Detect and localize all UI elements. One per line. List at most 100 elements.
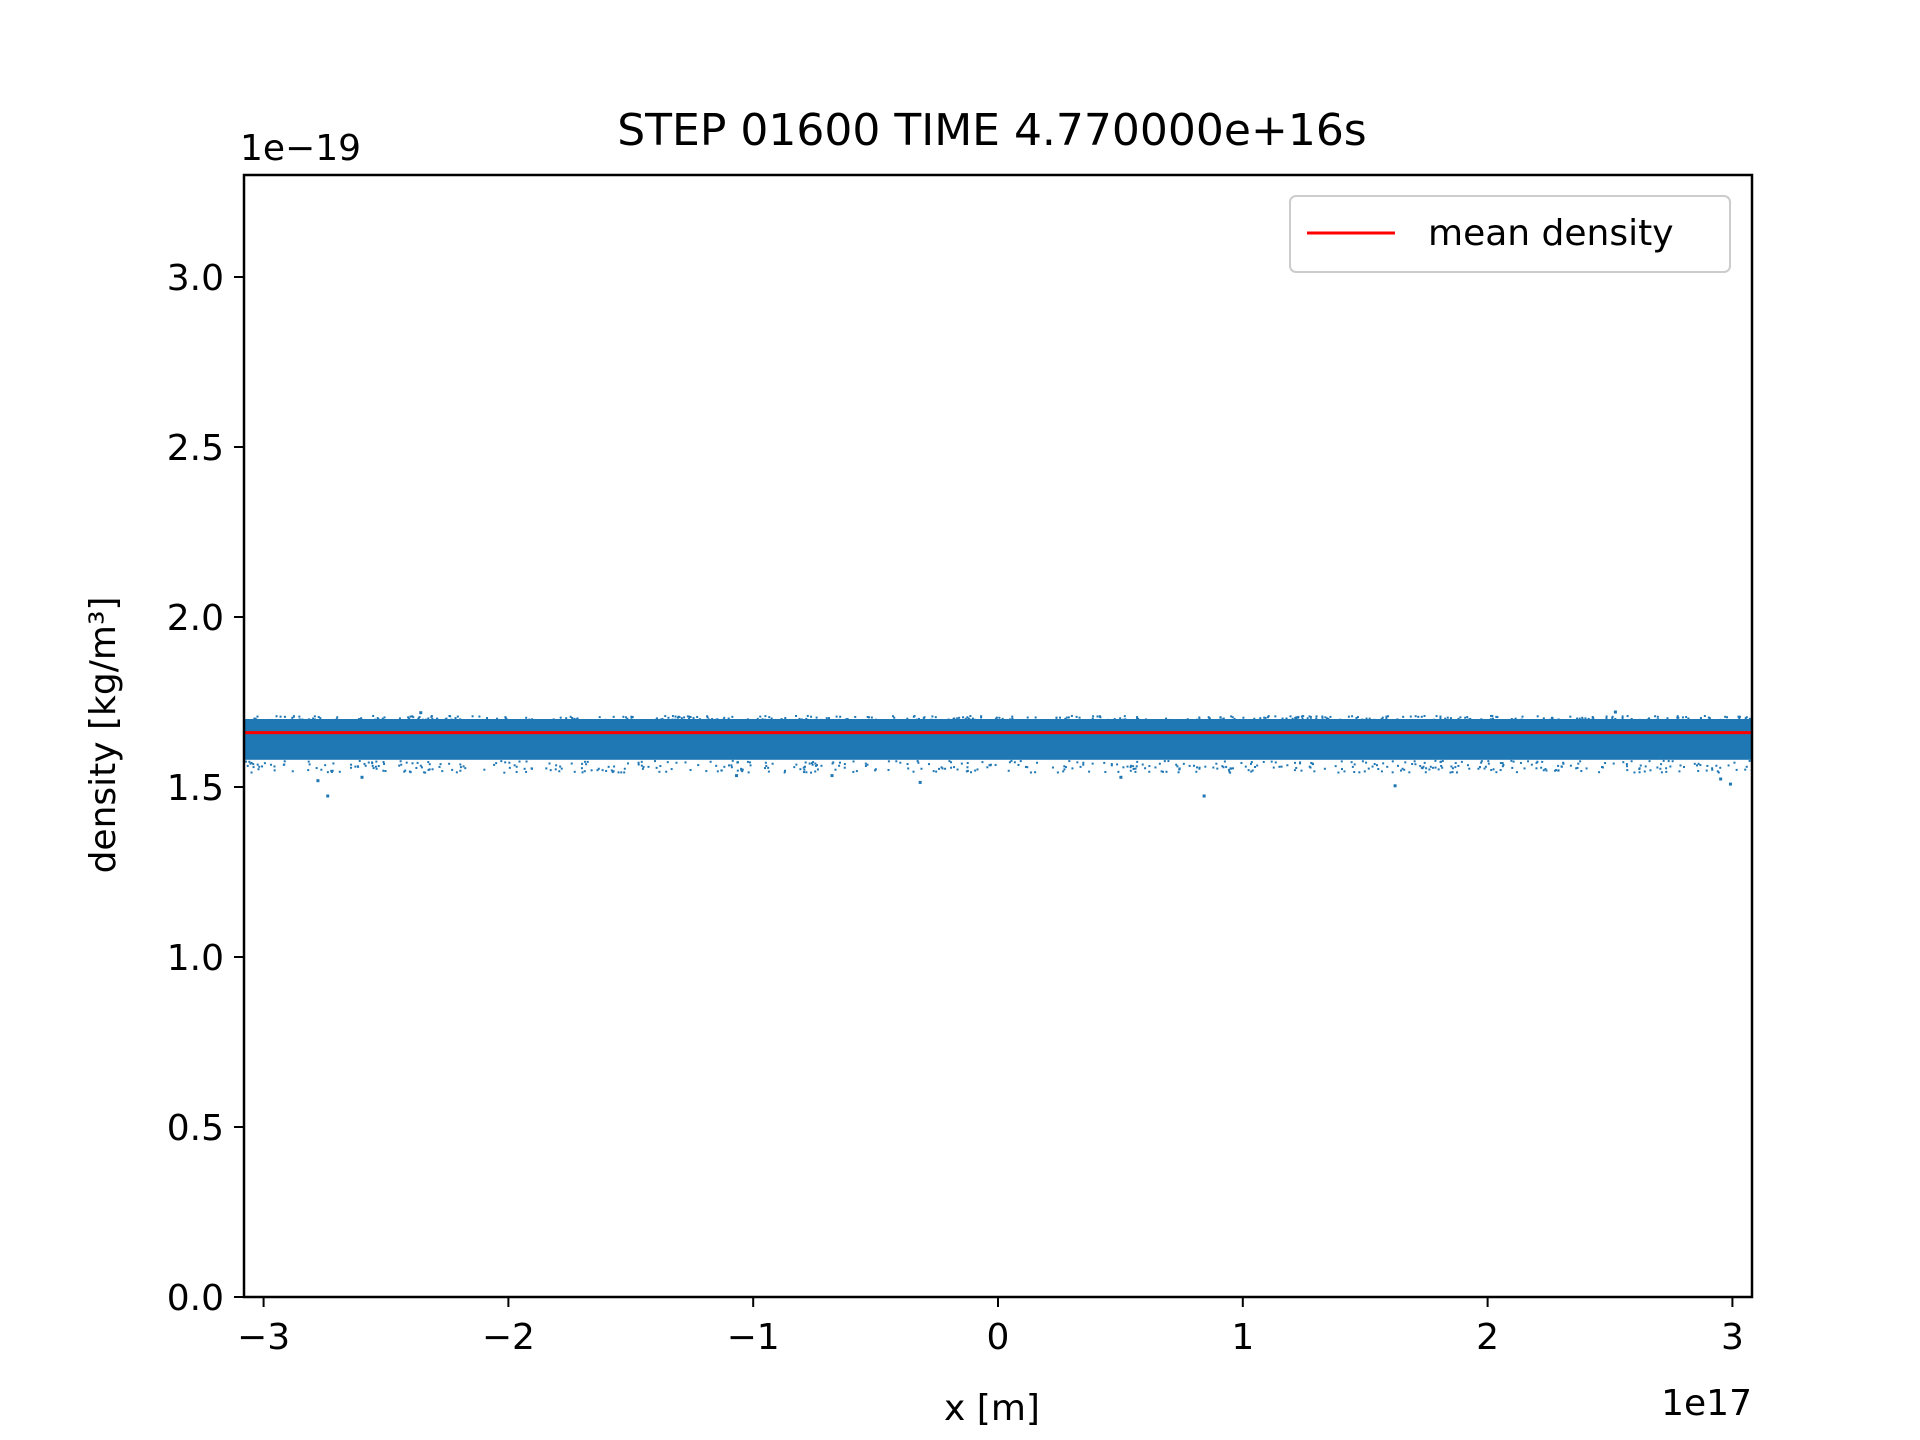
scatter-point xyxy=(1519,761,1522,764)
scatter-point xyxy=(1536,760,1539,763)
scatter-point xyxy=(315,767,318,770)
scatter-point xyxy=(839,715,842,718)
scatter-point xyxy=(1124,718,1127,721)
scatter-point xyxy=(1744,717,1747,720)
scatter-point xyxy=(918,780,922,784)
scatter-point xyxy=(1088,770,1091,773)
scatter-point xyxy=(1059,716,1062,719)
scatter-point xyxy=(655,766,658,769)
scatter-point xyxy=(686,715,689,718)
scatter-point xyxy=(1422,765,1425,768)
scatter-point xyxy=(815,716,818,719)
scatter-point xyxy=(838,718,841,721)
scatter-point xyxy=(692,717,695,720)
scatter-point xyxy=(952,717,955,720)
scatter-point xyxy=(1439,716,1442,719)
scatter-point xyxy=(1428,768,1431,771)
scatter-point xyxy=(1024,765,1027,768)
scatter-point xyxy=(1656,715,1659,718)
scatter-point xyxy=(1207,716,1210,719)
scatter-point xyxy=(312,717,315,720)
scatter-point xyxy=(998,716,1001,719)
scatter-point xyxy=(1708,718,1711,721)
scatter-point xyxy=(1141,763,1144,766)
scatter-point xyxy=(412,716,415,719)
scatter-point xyxy=(659,718,662,721)
scatter-point xyxy=(598,716,601,719)
scatter-point xyxy=(814,762,817,765)
scatter-point xyxy=(805,717,808,720)
scatter-point xyxy=(1542,717,1545,720)
scatter-point xyxy=(1259,717,1262,720)
plot-area: −3 −2 −1 0 1 2 3 0.0 0.5 1.0 1.5 2.0 2.5 3.0 xyxy=(167,173,1754,1358)
scatter-point xyxy=(815,764,818,767)
scatter-point xyxy=(1365,717,1368,720)
scatter-point xyxy=(283,760,286,763)
scatter-point xyxy=(1233,717,1236,720)
scatter-point xyxy=(1466,764,1469,767)
scatter-point xyxy=(1334,765,1337,768)
scatter-point xyxy=(471,715,474,718)
scatter-point xyxy=(887,760,890,763)
scatter-point xyxy=(1560,765,1563,768)
scatter-point xyxy=(804,761,807,764)
scatter-point xyxy=(1216,767,1219,770)
scatter-point xyxy=(612,770,615,773)
scatter-point xyxy=(1137,717,1140,720)
scatter-point xyxy=(250,771,253,774)
scatter-point xyxy=(1063,768,1066,771)
scatter-point xyxy=(1676,715,1679,718)
x-tick-label: 2 xyxy=(1476,1317,1499,1358)
scatter-point xyxy=(1311,762,1314,765)
scatter-point xyxy=(1285,717,1288,720)
scatter-point xyxy=(723,765,726,768)
scatter-point xyxy=(1353,763,1356,766)
scatter-point xyxy=(451,768,454,771)
scatter-point xyxy=(1535,761,1538,764)
scatter-point xyxy=(1665,770,1668,773)
scatter-point xyxy=(667,716,670,719)
scatter-point xyxy=(808,762,811,765)
scatter-point xyxy=(1655,718,1658,721)
scatter-point xyxy=(1477,767,1480,770)
scatter-point xyxy=(827,717,830,720)
scatter-point xyxy=(735,774,739,778)
scatter-point xyxy=(1196,766,1199,769)
scatter-point xyxy=(723,716,726,719)
scatter-point xyxy=(1361,760,1364,763)
scatter-point xyxy=(1748,759,1751,762)
scatter-point xyxy=(530,767,533,770)
scatter-point xyxy=(1231,716,1234,719)
scatter-point xyxy=(1286,718,1289,721)
scatter-point xyxy=(1106,718,1109,721)
scatter-point xyxy=(375,767,378,770)
scatter-point xyxy=(906,763,909,766)
scatter-point xyxy=(1070,714,1073,717)
scatter-point xyxy=(1113,718,1116,721)
scatter-point xyxy=(1557,764,1560,767)
scatter-point xyxy=(820,718,823,721)
scatter-point xyxy=(1063,765,1066,768)
scatter-point xyxy=(313,715,316,718)
scatter-point xyxy=(1491,717,1494,720)
scatter-point xyxy=(1249,762,1252,765)
scatter-point xyxy=(697,764,700,767)
scatter-point xyxy=(1119,717,1122,720)
scatter-point xyxy=(715,764,718,767)
scatter-point xyxy=(586,760,589,763)
scatter-point xyxy=(843,766,846,769)
scatter-point xyxy=(1647,718,1650,721)
scatter-point xyxy=(802,766,805,769)
scatter-point xyxy=(1733,761,1736,764)
scatter-point xyxy=(1719,777,1723,781)
scatter-point xyxy=(655,718,658,721)
scatter-point xyxy=(356,765,359,768)
scatter-point xyxy=(354,765,357,768)
scatter-point xyxy=(1727,764,1730,767)
scatter-point xyxy=(493,763,496,766)
scatter-point xyxy=(728,764,731,767)
scatter-point xyxy=(855,770,858,773)
scatter-point xyxy=(1198,718,1201,721)
scatter-point xyxy=(720,769,723,772)
scatter-point xyxy=(927,763,930,766)
